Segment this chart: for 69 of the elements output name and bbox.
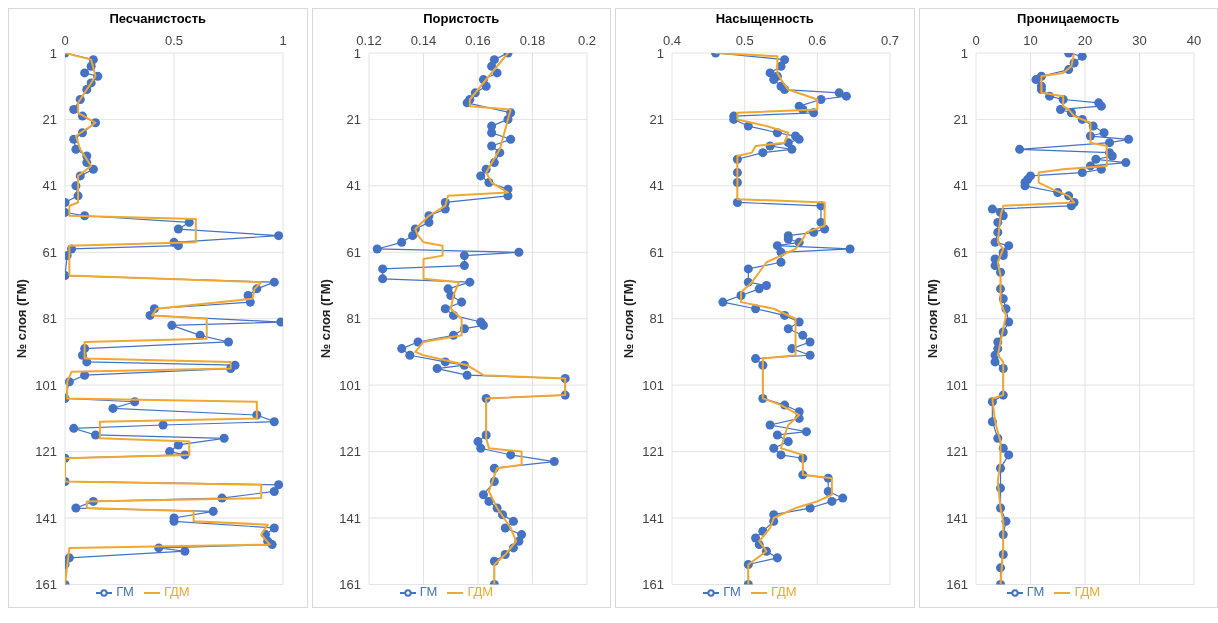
- y-tick-label: 81: [649, 311, 664, 327]
- x-tick-label: 0.18: [519, 33, 545, 48]
- x-tick-label: 0.5: [735, 33, 754, 48]
- y-axis-title: № слоя (ГМ): [620, 279, 636, 359]
- y-tick-label: 81: [346, 311, 361, 327]
- x-tick-label: 0.5: [164, 33, 184, 48]
- x-tick-label: 0: [61, 33, 69, 48]
- y-tick-label: 101: [642, 377, 664, 393]
- legend-label: ГДМ: [770, 584, 797, 600]
- y-tick-label: 121: [338, 444, 361, 460]
- x-tick-label: 20: [1077, 33, 1092, 48]
- x-tick-label: 30: [1131, 33, 1147, 48]
- x-axis-title: Пористость: [422, 11, 501, 27]
- legend-label: ГДМ: [467, 584, 494, 600]
- legend-label: ГМ: [419, 584, 438, 600]
- legend-label: ГДМ: [163, 584, 190, 600]
- y-tick-label: 1: [656, 45, 664, 61]
- x-tick-label: 0.4: [662, 33, 682, 48]
- x-tick-label: 0.14: [410, 33, 436, 48]
- y-tick-label: 121: [35, 444, 57, 460]
- x-tick-label: 0.7: [880, 33, 900, 48]
- y-tick-label: 21: [649, 112, 664, 128]
- y-tick-label: 101: [945, 377, 968, 393]
- legend-label: ГМ: [1026, 584, 1045, 600]
- y-tick-label: 41: [649, 178, 664, 194]
- y-tick-label: 1: [353, 45, 361, 61]
- x-tick-label: 1: [279, 33, 287, 48]
- y-tick-label: 41: [953, 178, 968, 194]
- y-tick-label: 61: [953, 244, 968, 260]
- y-tick-label: 61: [649, 244, 664, 260]
- legend-label: ГДМ: [1074, 584, 1101, 600]
- x-axis-title: Песчанистость: [108, 11, 208, 27]
- y-tick-label: 121: [945, 444, 968, 460]
- y-tick-label: 161: [642, 577, 664, 593]
- y-tick-label: 141: [642, 510, 664, 526]
- y-tick-label: 81: [42, 311, 57, 327]
- y-tick-label: 141: [35, 510, 57, 526]
- y-axis-title: № слоя (ГМ): [13, 279, 29, 359]
- y-tick-label: 61: [346, 244, 361, 260]
- y-tick-label: 41: [42, 178, 57, 194]
- legend-label: ГМ: [116, 584, 134, 600]
- x-axis-title: Насыщенность: [714, 11, 815, 27]
- x-tick-label: 0.2: [577, 33, 596, 48]
- x-tick-label: 40: [1186, 33, 1201, 48]
- y-tick-label: 1: [960, 45, 968, 61]
- y-axis-title: № слоя (ГМ): [317, 279, 333, 359]
- y-axis-title: № слоя (ГМ): [924, 279, 940, 359]
- y-tick-label: 81: [953, 311, 968, 327]
- y-tick-label: 61: [42, 244, 57, 260]
- y-tick-label: 1: [49, 45, 57, 61]
- x-tick-label: 0.6: [808, 33, 827, 48]
- y-tick-label: 21: [346, 112, 361, 128]
- x-axis-title: Проницаемость: [1016, 11, 1121, 27]
- y-tick-label: 161: [338, 577, 361, 593]
- x-tick-label: 0: [971, 33, 980, 48]
- y-tick-label: 21: [953, 112, 968, 128]
- y-tick-label: 21: [42, 112, 57, 128]
- y-tick-label: 101: [35, 377, 57, 393]
- y-tick-label: 141: [945, 510, 968, 526]
- x-tick-label: 0.16: [464, 33, 491, 48]
- y-tick-label: 161: [35, 577, 57, 593]
- x-tick-label: 0.12: [355, 33, 382, 48]
- y-tick-label: 121: [642, 444, 664, 460]
- legend-label: ГМ: [723, 584, 741, 600]
- x-tick-label: 10: [1022, 33, 1038, 48]
- y-tick-label: 141: [338, 510, 361, 526]
- y-tick-label: 101: [338, 377, 361, 393]
- y-tick-label: 41: [346, 178, 361, 194]
- y-tick-label: 161: [945, 577, 968, 593]
